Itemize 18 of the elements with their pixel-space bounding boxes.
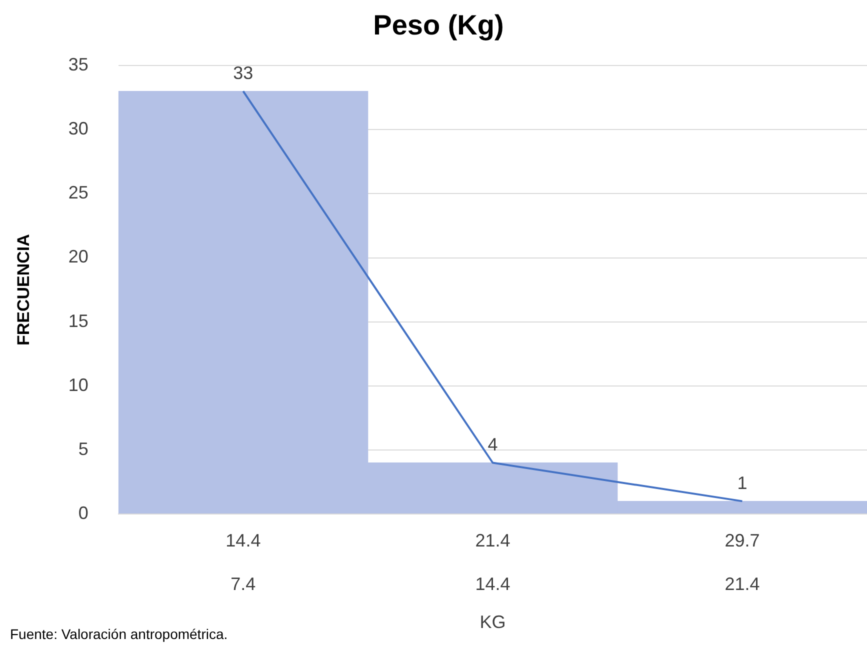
y-tick-label: 30 bbox=[68, 118, 88, 139]
chart-title: Peso (Kg) bbox=[373, 10, 504, 41]
x-axis-title: KG bbox=[480, 612, 506, 632]
y-tick-label: 25 bbox=[68, 182, 88, 203]
source-note: Fuente: Valoración antropométrica. bbox=[10, 626, 228, 642]
data-label: 1 bbox=[737, 473, 748, 494]
data-label: 33 bbox=[233, 63, 254, 84]
y-tick-label: 10 bbox=[68, 374, 88, 395]
category-label: 29.7 21.4 bbox=[724, 530, 760, 594]
y-tick-label: 20 bbox=[68, 246, 88, 267]
data-label: 4 bbox=[488, 434, 498, 455]
y-axis-title: FRECUENCIA bbox=[14, 234, 33, 346]
category-label: 14.4 7.4 bbox=[226, 530, 261, 594]
y-tick-label: 15 bbox=[68, 310, 88, 331]
y-tick-label: 0 bbox=[78, 502, 88, 523]
category-label: 21.4 14.4 bbox=[475, 530, 510, 594]
y-tick-label: 35 bbox=[68, 54, 88, 75]
y-tick-label: 5 bbox=[78, 438, 88, 459]
